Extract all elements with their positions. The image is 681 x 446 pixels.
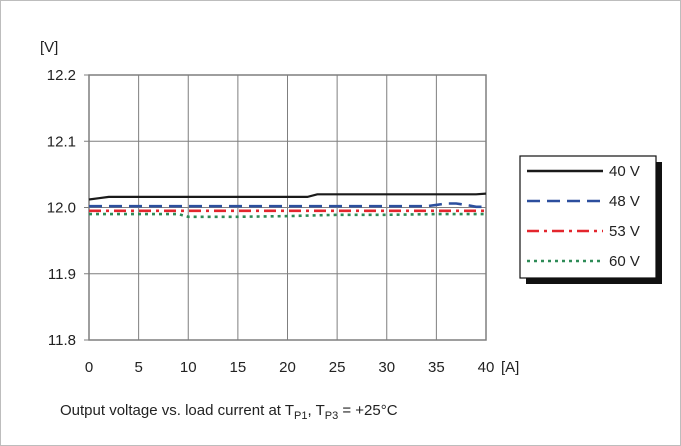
x-tick-labels: 0 5 10 15 20 25 30 35 40 [85,359,495,376]
legend-label: 48 V [609,193,640,210]
x-tick-label: 40 [478,359,495,376]
series-line-48v [89,202,486,209]
x-tick-label: 10 [180,359,197,376]
legend-label: 53 V [609,223,640,240]
caption-sub-p3: P3 [325,410,338,422]
x-axis-label: [A] [501,359,519,376]
series-layer [88,192,487,219]
x-tick-label: 0 [85,359,93,376]
series-line-60v [89,212,486,219]
x-tick-label: 15 [230,359,247,376]
y-tick-label: 11.9 [48,266,76,283]
legend-items: 40 V 48 V 53 V 60 V [527,163,640,270]
y-tick-label: 11.8 [48,332,76,349]
caption-sub-p1: P1 [294,410,307,422]
y-tick-label: 12.0 [47,200,76,217]
x-tick-label: 20 [279,359,296,376]
y-axis-label: [V] [40,39,58,56]
chart-caption: Output voltage vs. load current at TP1, … [60,402,398,422]
legend-label: 40 V [609,163,640,180]
legend [519,155,657,279]
grid-lines [84,74,487,341]
x-tick-label: 35 [428,359,445,376]
legend-label: 60 V [609,253,640,270]
y-tick-labels: 11.8 11.9 12.0 12.1 12.2 [47,67,76,349]
caption-mid: , T [308,402,325,419]
y-tick-label: 12.1 [47,133,76,150]
x-tick-label: 25 [329,359,346,376]
series-line-40v [88,192,487,201]
caption-prefix: Output voltage vs. load current at T [60,402,294,419]
x-tick-label: 30 [378,359,395,376]
x-tick-label: 5 [134,359,142,376]
y-tick-label: 12.2 [47,67,76,84]
caption-suffix: = +25°C [338,402,398,419]
